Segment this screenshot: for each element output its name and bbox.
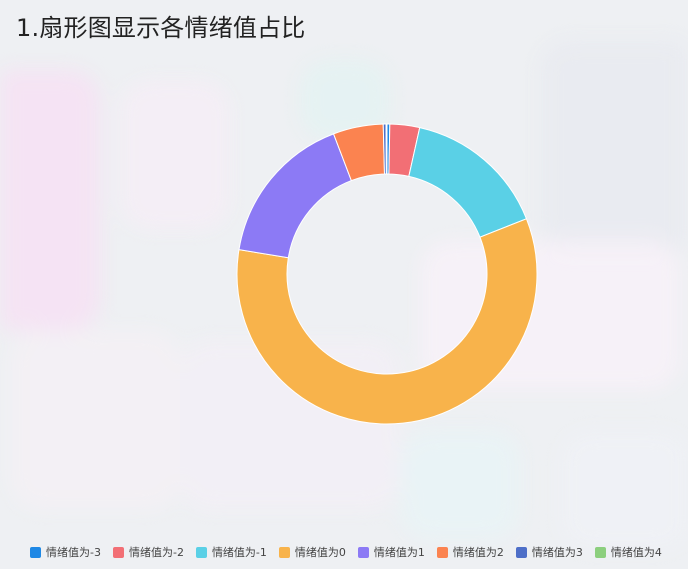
legend-swatch [515,546,527,558]
page-title: 1.扇形图显示各情绪值占比 [16,14,306,42]
legend-item-1[interactable]: 情绪值为-2 [112,544,184,560]
donut-slice-4[interactable] [238,133,353,259]
donut-slice-2[interactable] [408,127,528,238]
legend-label: 情绪值为-1 [211,546,267,559]
legend-swatch [112,546,124,558]
legend-label: 情绪值为-3 [46,546,101,559]
legend-label: 情绪值为2 [452,546,504,559]
legend-swatch [436,546,448,558]
legend-swatch [195,546,207,558]
legend-swatch [30,546,41,558]
donut-slice-3[interactable] [236,218,538,425]
legend-label: 情绪值为0 [294,546,346,559]
chart-legend: 情绪值为-3 情绪值为-2 情绪值为-1 情绪值为0 情绪值为1 情绪值为2 情绪值为3 情绪… [30,544,662,560]
legend-label: 情绪值为-2 [128,546,184,559]
donut-slice-7[interactable] [385,123,388,175]
legend-item-6[interactable]: 情绪值为3 [515,544,583,560]
legend-label: 情绪值为4 [610,546,662,559]
legend-item-4[interactable]: 情绪值为1 [357,544,425,560]
legend-label: 情绪值为3 [531,546,583,559]
legend-swatch [278,546,290,558]
legend-item-2[interactable]: 情绪值为-1 [195,544,267,560]
legend-label: 情绪值为1 [373,546,425,559]
legend-item-7[interactable]: 情绪值为4 [594,544,662,560]
legend-swatch [594,546,606,558]
legend-item-5[interactable]: 情绪值为2 [436,544,504,560]
legend-swatch [357,546,369,558]
legend-item-3[interactable]: 情绪值为0 [278,544,346,560]
legend-item-0[interactable]: 情绪值为-3 [30,544,101,560]
